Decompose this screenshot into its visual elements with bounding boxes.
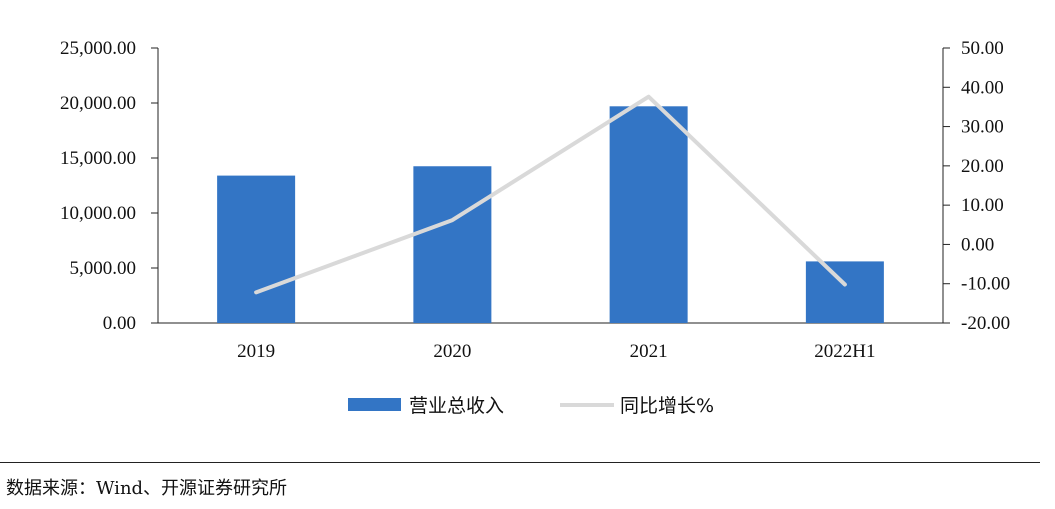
- right-tick-label: 30.00: [961, 117, 1004, 138]
- category-label: 2020: [433, 341, 471, 362]
- growth-point: [843, 283, 847, 286]
- right-tick-label: 50.00: [961, 38, 1004, 59]
- left-tick-label: 5,000.00: [70, 258, 137, 279]
- revenue-bar: [805, 261, 884, 323]
- left-tick-label: 25,000.00: [60, 38, 136, 59]
- legend: 营业总收入 同比增长%: [348, 395, 714, 417]
- growth-point: [450, 218, 454, 222]
- left-axis-ticks: 0.00 5,000.00 10,000.00 15,000.00 20,000.00 2…: [60, 38, 158, 334]
- right-tick-label: 20.00: [961, 156, 1004, 177]
- left-tick-label: 10,000.00: [60, 203, 136, 224]
- growth-point: [647, 95, 651, 99]
- legend-bar-swatch: [348, 398, 401, 411]
- right-tick-label: 0.00: [961, 234, 994, 255]
- right-tick-label: -10.00: [961, 274, 1010, 295]
- category-label: 2022H1: [814, 341, 875, 362]
- revenue-bars: [217, 106, 884, 323]
- left-tick-label: 0.00: [103, 313, 136, 334]
- right-axis-ticks: -20.00 -10.00 0.00 10.00 20.00 30.00 40.00 50.0…: [943, 38, 1010, 334]
- category-labels: 2019 2020 2021 2022H1: [237, 341, 875, 362]
- right-tick-label: 10.00: [961, 195, 1004, 216]
- growth-line: [254, 94, 847, 295]
- growth-line-path: [254, 94, 847, 295]
- legend-line-label: 同比增长%: [620, 395, 714, 417]
- chart: 0.00 5,000.00 10,000.00 15,000.00 20,000.00 2…: [60, 38, 1010, 417]
- right-tick-label: 40.00: [961, 77, 1004, 98]
- category-label: 2021: [630, 341, 668, 362]
- category-label: 2019: [237, 341, 275, 362]
- growth-point: [254, 290, 258, 294]
- left-tick-label: 20,000.00: [60, 93, 136, 114]
- revenue-bar: [413, 166, 492, 323]
- source-note: 数据来源：Wind、开源证券研究所: [6, 478, 288, 499]
- legend-bar-label: 营业总收入: [409, 395, 504, 417]
- source-divider: [0, 462, 1040, 463]
- revenue-bar: [217, 175, 296, 323]
- revenue-bar: [609, 106, 688, 323]
- right-tick-label: -20.00: [961, 313, 1010, 334]
- left-tick-label: 15,000.00: [60, 148, 136, 169]
